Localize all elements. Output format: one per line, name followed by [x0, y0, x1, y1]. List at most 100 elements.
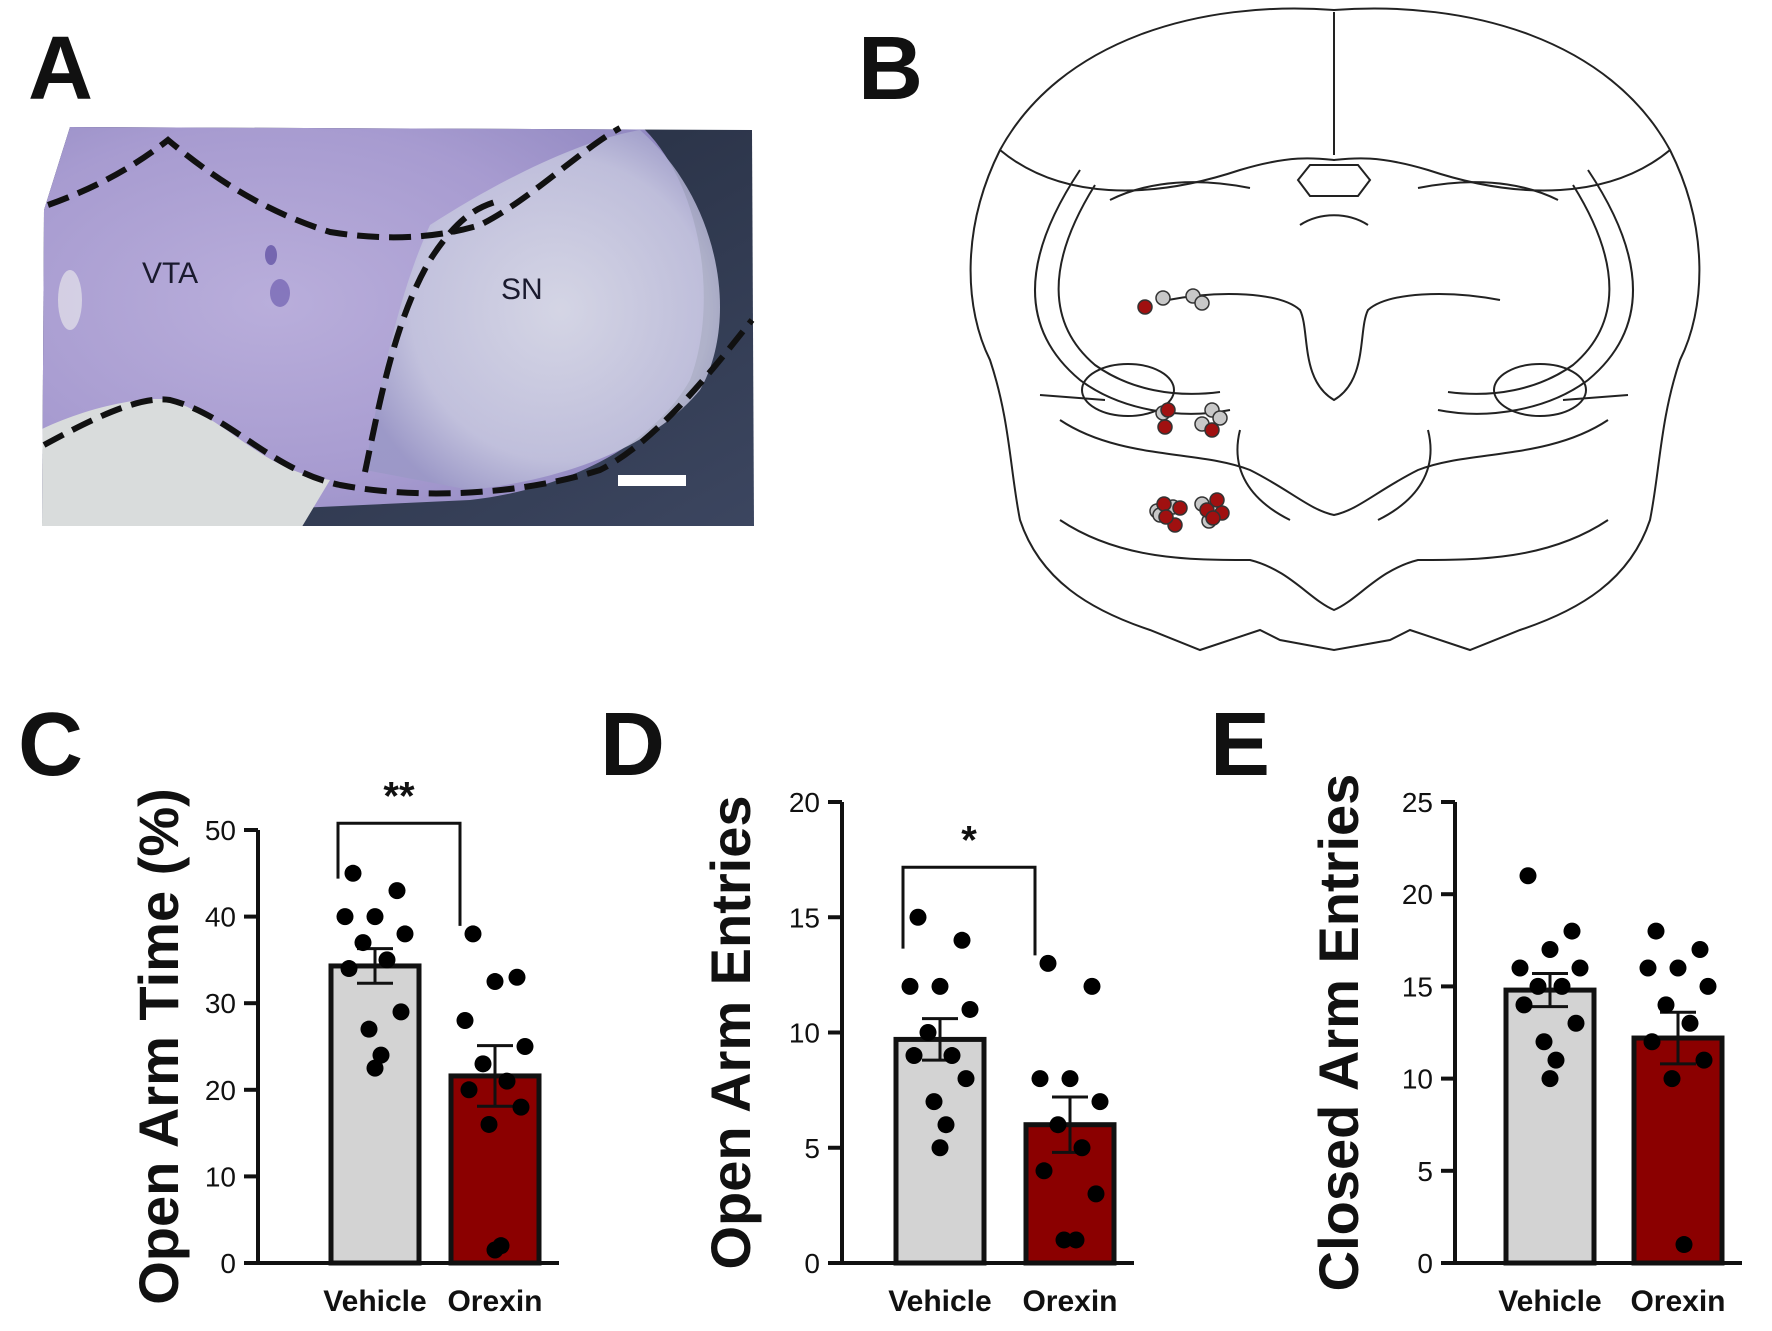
- y-axis-title: Closed Arm Entries: [1307, 774, 1370, 1292]
- data-point-vehicle: [931, 1139, 949, 1157]
- category-label-vehicle: Vehicle: [1498, 1285, 1601, 1318]
- data-point-vehicle: [961, 1000, 979, 1018]
- right-inner-contour: [1377, 429, 1432, 521]
- data-point-vehicle: [1511, 959, 1529, 977]
- data-point-orexin: [1087, 1185, 1105, 1203]
- y-tick-label: 30: [205, 988, 236, 1019]
- data-point-vehicle: [919, 1024, 937, 1041]
- placement-dot-orexin: [1204, 422, 1220, 438]
- data-point-orexin: [1031, 1070, 1049, 1088]
- y-tick-label: 20: [205, 1075, 236, 1106]
- data-point-orexin: [1055, 1231, 1073, 1249]
- sn-region-tissue: [365, 130, 720, 490]
- placement-dot-orexin: [1157, 419, 1173, 435]
- left-nucleus: [1081, 363, 1175, 417]
- data-point-orexin: [508, 968, 526, 986]
- placement-dot-orexin: [1158, 509, 1174, 525]
- y-tick-label: 20: [789, 787, 820, 818]
- data-point-vehicle: [1571, 959, 1589, 977]
- placement-dot-vehicle: [1155, 290, 1171, 306]
- data-point-vehicle: [344, 864, 362, 882]
- callosum-left: [1109, 181, 1251, 201]
- data-point-vehicle: [360, 1020, 378, 1038]
- data-point-vehicle: [1541, 941, 1559, 959]
- data-point-vehicle: [953, 931, 971, 949]
- brain-atlas-diagram: [969, 7, 1701, 652]
- data-point-orexin: [464, 925, 482, 943]
- data-point-orexin: [1647, 922, 1665, 940]
- data-point-orexin: [1067, 1231, 1085, 1249]
- y-tick-label: 5: [1417, 1156, 1433, 1187]
- data-point-vehicle: [1519, 867, 1537, 885]
- y-tick-label: 15: [1402, 971, 1433, 1002]
- data-point-orexin: [1049, 1116, 1067, 1134]
- data-point-orexin: [474, 1055, 492, 1073]
- hippocampus-right-inner: [1447, 184, 1611, 395]
- data-point-orexin: [1643, 1033, 1661, 1051]
- data-point-orexin: [1675, 1236, 1693, 1254]
- data-point-orexin: [1695, 1051, 1713, 1069]
- data-point-vehicle: [1515, 996, 1533, 1014]
- right-tract-line: [1562, 394, 1629, 401]
- bar-orexin: [1631, 1035, 1725, 1266]
- sn-label: SN: [501, 273, 543, 306]
- region-boundaries: [42, 125, 755, 497]
- placement-dot-orexin: [1172, 500, 1188, 516]
- vta-label: VTA: [142, 257, 198, 290]
- placement-dot-orexin: [1160, 402, 1176, 418]
- significance-bracket: [336, 821, 462, 926]
- hippocampus-left-outer: [1034, 169, 1231, 415]
- y-axis-title: Open Arm Entries: [699, 795, 762, 1269]
- data-point-orexin: [498, 1072, 516, 1090]
- brain-outline: [969, 7, 1701, 652]
- panel-letter-d: D: [600, 695, 665, 795]
- placement-dot-orexin: [1156, 496, 1172, 512]
- y-tick-label: 20: [1402, 879, 1433, 910]
- data-point-vehicle: [340, 960, 358, 978]
- data-point-orexin: [486, 1241, 504, 1259]
- data-point-vehicle: [366, 908, 384, 926]
- data-point-orexin: [1061, 1070, 1079, 1088]
- data-point-vehicle: [388, 882, 406, 900]
- micrograph: [42, 127, 754, 526]
- data-point-orexin: [456, 1012, 474, 1030]
- data-point-vehicle: [392, 1003, 410, 1021]
- data-point-orexin: [1091, 1093, 1109, 1111]
- commissure-arc: [1299, 214, 1369, 226]
- data-point-orexin: [1669, 959, 1687, 977]
- y-tick-label: 10: [205, 1161, 236, 1192]
- placement-dot-vehicle: [1212, 410, 1228, 426]
- data-point-orexin: [486, 973, 504, 991]
- data-point-vehicle: [1547, 1051, 1565, 1069]
- data-point-orexin: [1639, 959, 1657, 977]
- category-label-orexin: Orexin: [1630, 1285, 1725, 1318]
- y-tick-label: 15: [789, 902, 820, 933]
- placement-dot-orexin: [1209, 492, 1225, 508]
- data-point-orexin: [516, 1038, 534, 1055]
- dorsal-boundary: [46, 125, 622, 241]
- data-point-orexin: [1035, 1162, 1053, 1180]
- data-point-orexin: [512, 1098, 530, 1116]
- vta-region-outline: [1167, 293, 1501, 402]
- ventral-boundary: [42, 318, 755, 497]
- y-tick-label: 50: [205, 815, 236, 846]
- data-point-vehicle: [366, 1059, 384, 1077]
- cannula-track-mark: [270, 279, 290, 307]
- data-point-vehicle: [1541, 1070, 1559, 1088]
- data-point-vehicle: [943, 1047, 961, 1065]
- chart-open-arm-time: 0 10 20 30 40 50 Open Arm Time (%) Vehicle Orexi…: [127, 774, 559, 1318]
- panel-letter-e: E: [1210, 695, 1270, 795]
- data-point-vehicle: [336, 908, 354, 926]
- significance-label: *: [961, 818, 977, 862]
- category-label-vehicle: Vehicle: [888, 1285, 991, 1318]
- y-tick-label: 10: [789, 1018, 820, 1049]
- midbrain-boundary: [1059, 419, 1609, 517]
- y-tick-label: 5: [804, 1133, 820, 1164]
- data-point-vehicle: [937, 1116, 955, 1134]
- y-axis-title: Open Arm Time (%): [127, 788, 190, 1305]
- data-point-vehicle: [931, 977, 949, 995]
- data-point-vehicle: [372, 1046, 390, 1064]
- panel-letter-b: B: [858, 19, 923, 119]
- tissue-edge-artifact: [58, 270, 82, 330]
